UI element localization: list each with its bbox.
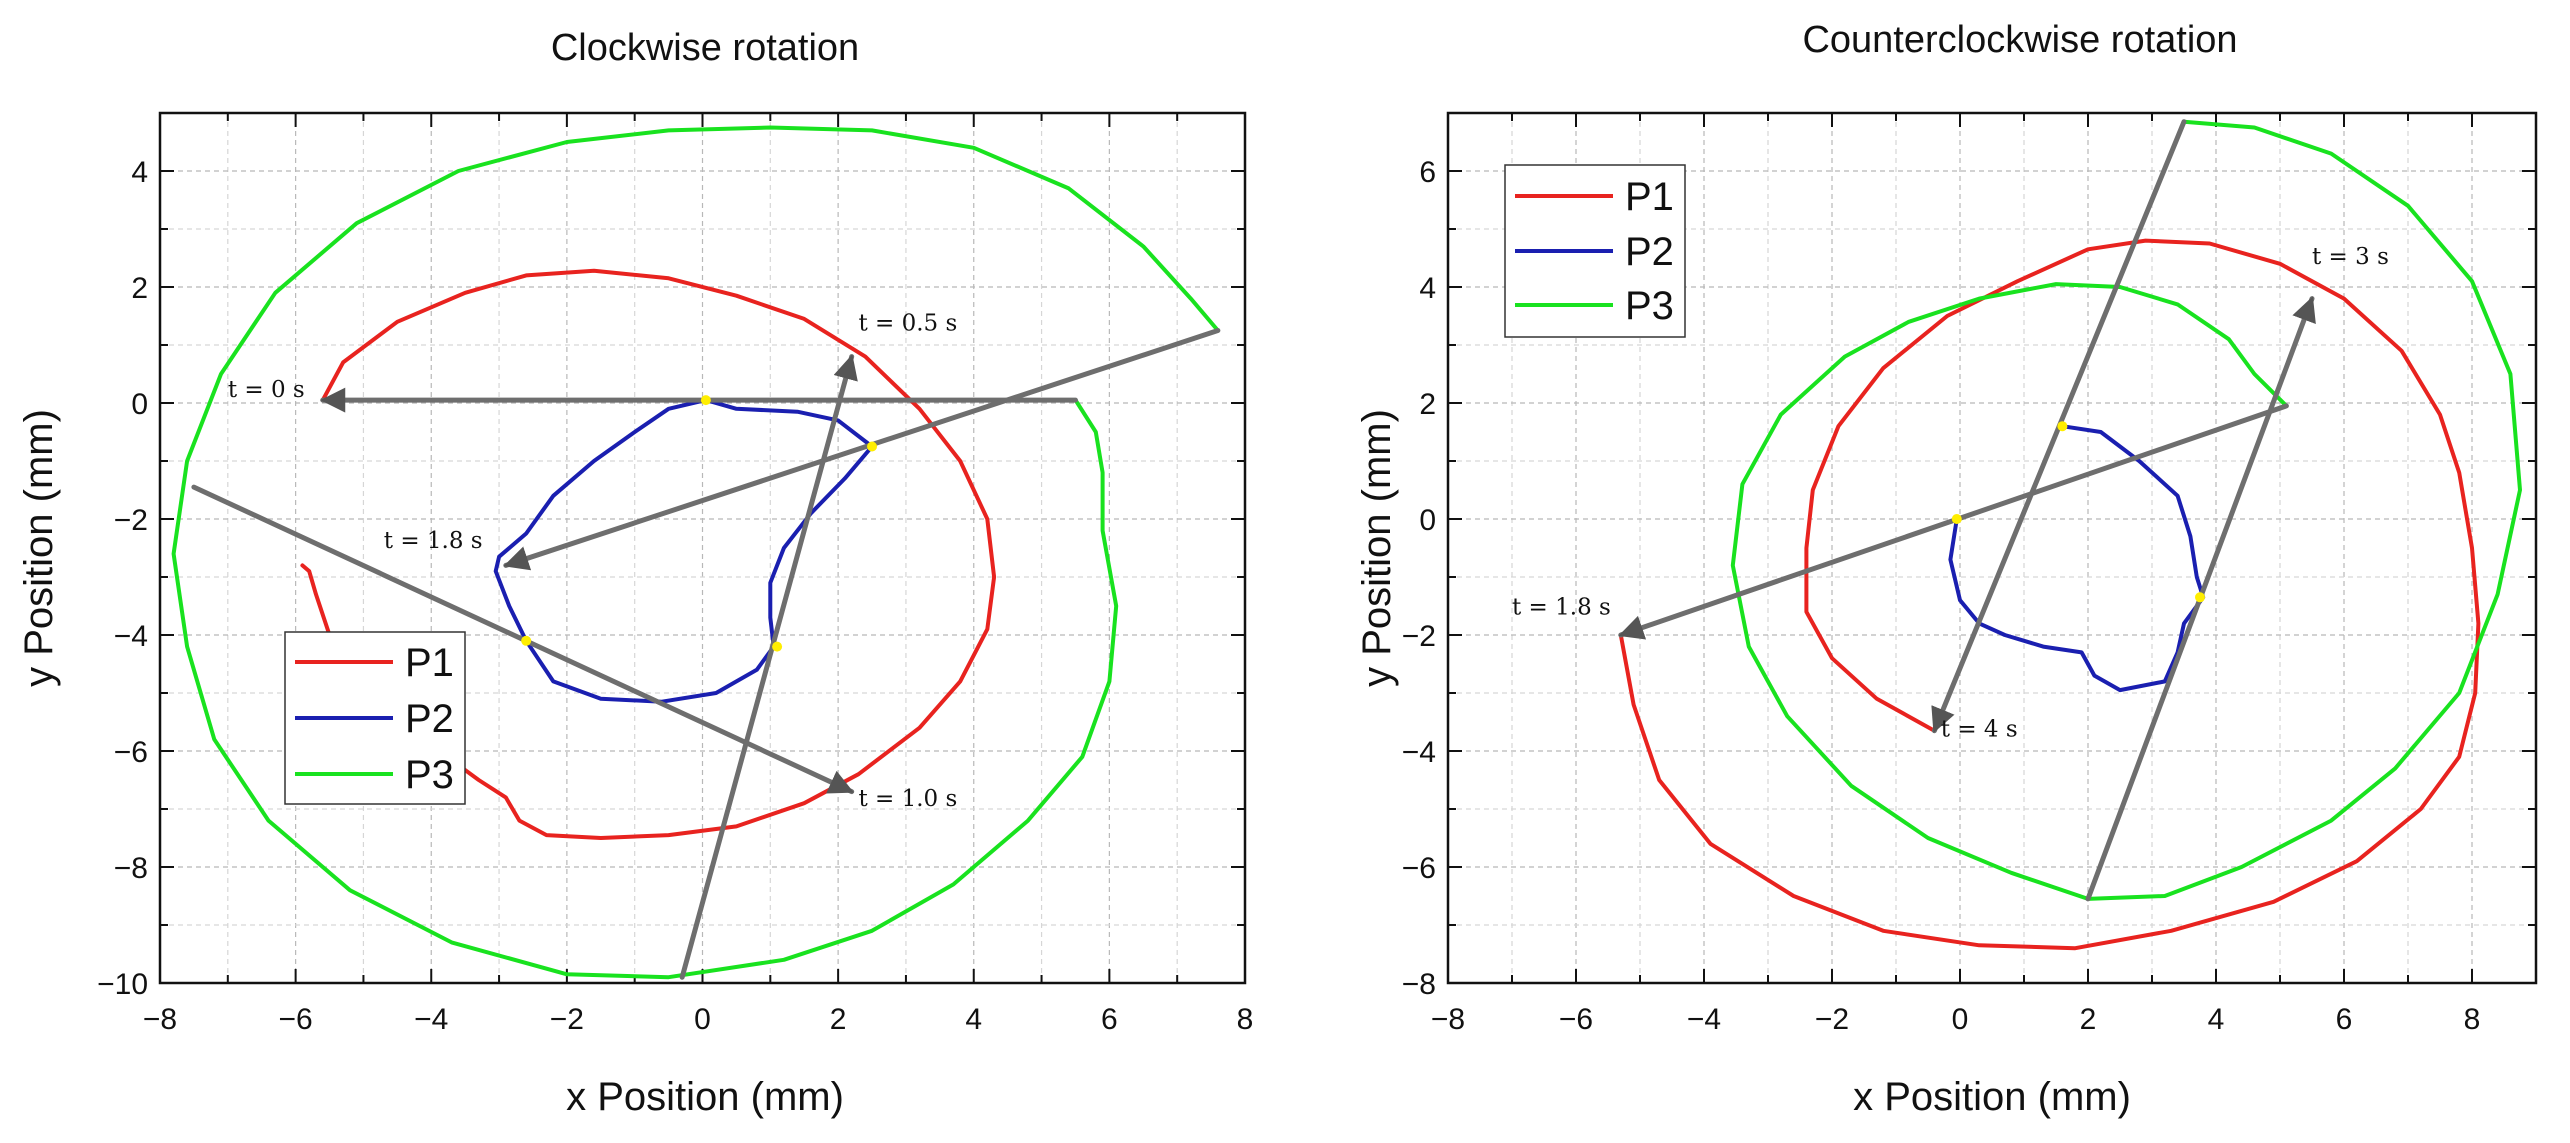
y-tick-label: 6 bbox=[1419, 156, 1436, 189]
x-tick-label: 8 bbox=[2464, 1003, 2481, 1036]
x-tick-label: −4 bbox=[1687, 1003, 1721, 1036]
x-tick-label: 0 bbox=[694, 1003, 711, 1036]
x-axis-label: x Position (mm) bbox=[1853, 1075, 2131, 1119]
y-tick-label: −6 bbox=[114, 736, 148, 769]
marker-layer bbox=[1951, 421, 2205, 603]
legend: P1 P2 P3 bbox=[1504, 164, 1686, 338]
time-annotation: t = 0 s bbox=[228, 377, 305, 403]
intersection-marker bbox=[2195, 592, 2205, 603]
x-tick-label: −2 bbox=[550, 1003, 584, 1036]
y-tick-label: −2 bbox=[114, 504, 148, 537]
intersection-marker bbox=[1951, 514, 1962, 524]
legend-label-p1: P1 bbox=[405, 641, 454, 685]
intersection-marker bbox=[772, 641, 783, 652]
chart-panel-counterclockwise: Counterclockwise rotation −8 −6 −4 −2 0 2 4 6 8−… bbox=[1355, 19, 2538, 1119]
y-tick-label: −4 bbox=[1402, 736, 1436, 769]
x-tick-label: 0 bbox=[1952, 1003, 1969, 1036]
x-tick-label: −8 bbox=[143, 1003, 177, 1036]
intersection-marker bbox=[700, 395, 711, 406]
time-annotation: t = 1.8 s bbox=[384, 528, 483, 554]
x-tick-label: 8 bbox=[1237, 1003, 1254, 1036]
time-annotation: t = 0.5 s bbox=[858, 311, 957, 337]
axis-ticks: −8 −6 −4 −2 0 2 4 6 8 −8 −6 −4 −2 0 2 4 6 bbox=[1402, 112, 2537, 1036]
x-tick-label: 6 bbox=[2336, 1003, 2353, 1036]
y-tick-label: 0 bbox=[1419, 504, 1436, 537]
arrow-layer bbox=[191, 328, 1221, 980]
plot-area bbox=[1446, 111, 2538, 985]
rotation-arrow bbox=[679, 354, 858, 980]
y-tick-label: 2 bbox=[131, 272, 148, 305]
y-tick-label: −4 bbox=[114, 620, 148, 653]
y-axis-label: y Position (mm) bbox=[17, 409, 61, 687]
marker-layer bbox=[521, 395, 878, 652]
y-tick-label: −8 bbox=[1402, 968, 1436, 1001]
intersection-marker bbox=[521, 635, 532, 646]
y-tick-label: 4 bbox=[1419, 272, 1436, 305]
x-tick-label: −8 bbox=[1431, 1003, 1465, 1036]
y-tick-label: −8 bbox=[114, 852, 148, 885]
x-tick-label: 2 bbox=[830, 1003, 847, 1036]
legend: P1 P2 P3 bbox=[284, 631, 466, 805]
x-tick-label: 2 bbox=[2080, 1003, 2097, 1036]
legend-label-p3: P3 bbox=[1625, 284, 1674, 328]
rotation-arrow bbox=[503, 328, 1221, 571]
series-p2-line bbox=[1948, 424, 2206, 693]
y-tick-label: 2 bbox=[1419, 388, 1436, 421]
x-tick-label: −6 bbox=[1559, 1003, 1593, 1036]
intersection-marker bbox=[2057, 421, 2068, 432]
y-axis-label: y Position (mm) bbox=[1355, 409, 1399, 687]
y-tick-label: −10 bbox=[97, 968, 148, 1001]
x-tick-label: 4 bbox=[965, 1003, 982, 1036]
y-tick-label: 0 bbox=[131, 388, 148, 421]
y-tick-label: 4 bbox=[131, 156, 148, 189]
time-annotation: t = 3 s bbox=[2312, 244, 2389, 270]
x-tick-label: 4 bbox=[2208, 1003, 2225, 1036]
time-annotation: t = 1.0 s bbox=[858, 786, 957, 812]
time-annotation: t = 1.8 s bbox=[1512, 595, 1611, 621]
legend-label-p1: P1 bbox=[1625, 175, 1674, 219]
chart-panel-clockwise: Clockwise rotation −8 −6 −4 −2 0 2 4 6 8−10−8−6−… bbox=[17, 27, 1253, 1119]
series-p3-line bbox=[171, 125, 1220, 980]
y-tick-label: −6 bbox=[1402, 852, 1436, 885]
chart-title: Counterclockwise rotation bbox=[1802, 19, 2237, 61]
legend-label-p2: P2 bbox=[405, 697, 454, 741]
x-tick-label: −2 bbox=[1815, 1003, 1849, 1036]
y-tick-label: −2 bbox=[1402, 620, 1436, 653]
legend-label-p2: P2 bbox=[1625, 230, 1674, 274]
time-annotation: t = 4 s bbox=[1941, 717, 2018, 743]
x-tick-label: −4 bbox=[414, 1003, 448, 1036]
series-p1-line bbox=[1618, 238, 2481, 951]
x-tick-label: 6 bbox=[1101, 1003, 1118, 1036]
series-p3-line bbox=[1730, 119, 2522, 901]
annotation-layer: t = 0 s t = 0.5 s t = 1.8 s t = 1.0 s bbox=[228, 311, 957, 813]
arrow-layer bbox=[1618, 119, 2316, 902]
legend-label-p3: P3 bbox=[405, 753, 454, 797]
series-p2-line bbox=[493, 398, 874, 704]
x-tick-label: −6 bbox=[279, 1003, 313, 1036]
x-axis-label: x Position (mm) bbox=[566, 1075, 844, 1119]
chart-title: Clockwise rotation bbox=[551, 27, 859, 69]
annotation-layer: t = 3 s t = 1.8 s t = 4 s bbox=[1512, 244, 2389, 743]
intersection-marker bbox=[867, 441, 878, 452]
